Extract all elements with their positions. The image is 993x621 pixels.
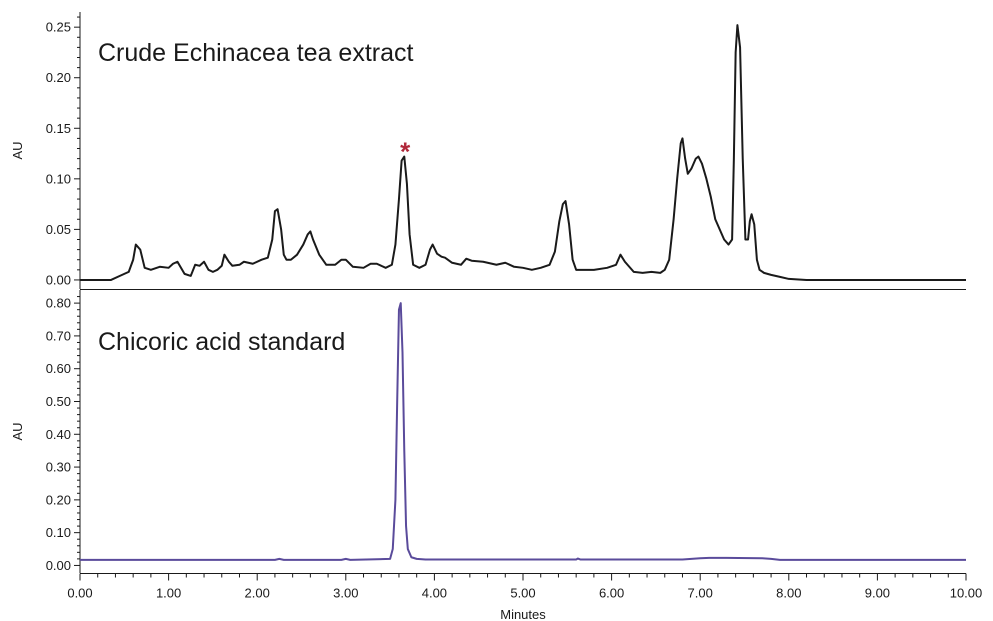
top-panel: 0.00 0.05 0.10 0.15 0.20 0.25 AU Crude Echinace… [10,12,966,290]
y-tick-label: 0.60 [46,361,71,376]
y-tick-label: 0.25 [46,20,71,35]
panel-title: Crude Echinacea tea extract [98,39,414,67]
x-tick-label: 5.00 [510,586,535,601]
bottom-panel: 0.00 0.10 0.20 0.30 0.40 0.50 0.60 0.70 0.80 AU Ch… [10,290,966,573]
shared-x-axis: 0.00 1.00 2.00 3.00 4.00 5.00 6.00 7.00 8.00 9.00… [67,573,983,621]
y-tick-label: 0.00 [46,272,71,287]
series-line [80,302,966,561]
x-tick-label: 6.00 [599,586,624,601]
x-tick-label: 0.00 [67,586,92,601]
y-tick-label: 0.00 [46,558,71,573]
y-tick-label: 0.05 [46,222,71,237]
y-tick-label: 0.10 [46,525,71,540]
x-axis-title: Minutes [500,607,546,621]
y-tick-label: 0.15 [46,121,71,136]
y-tick-label: 0.20 [46,492,71,507]
x-tick-label: 4.00 [422,586,447,601]
y-axis-title: AU [10,141,25,159]
x-tick-label: 8.00 [776,586,801,601]
x-tick-label: 7.00 [688,586,713,601]
peak-annotation: * [400,136,411,166]
x-tick-label: 2.00 [245,586,270,601]
x-tick-label: 9.00 [865,586,890,601]
y-axis-title: AU [10,422,25,440]
y-tick-label: 0.80 [46,296,71,311]
x-tick-label: 10.00 [950,586,983,601]
series-line [80,24,966,281]
y-tick-label: 0.20 [46,70,71,85]
x-tick-label: 1.00 [156,586,181,601]
y-tick-label: 0.30 [46,460,71,475]
y-tick-label: 0.40 [46,427,71,442]
y-tick-label: 0.50 [46,394,71,409]
x-tick-label: 3.00 [333,586,358,601]
panel-title: Chicoric acid standard [98,328,345,356]
y-tick-label: 0.10 [46,171,71,186]
y-tick-label: 0.70 [46,328,71,343]
